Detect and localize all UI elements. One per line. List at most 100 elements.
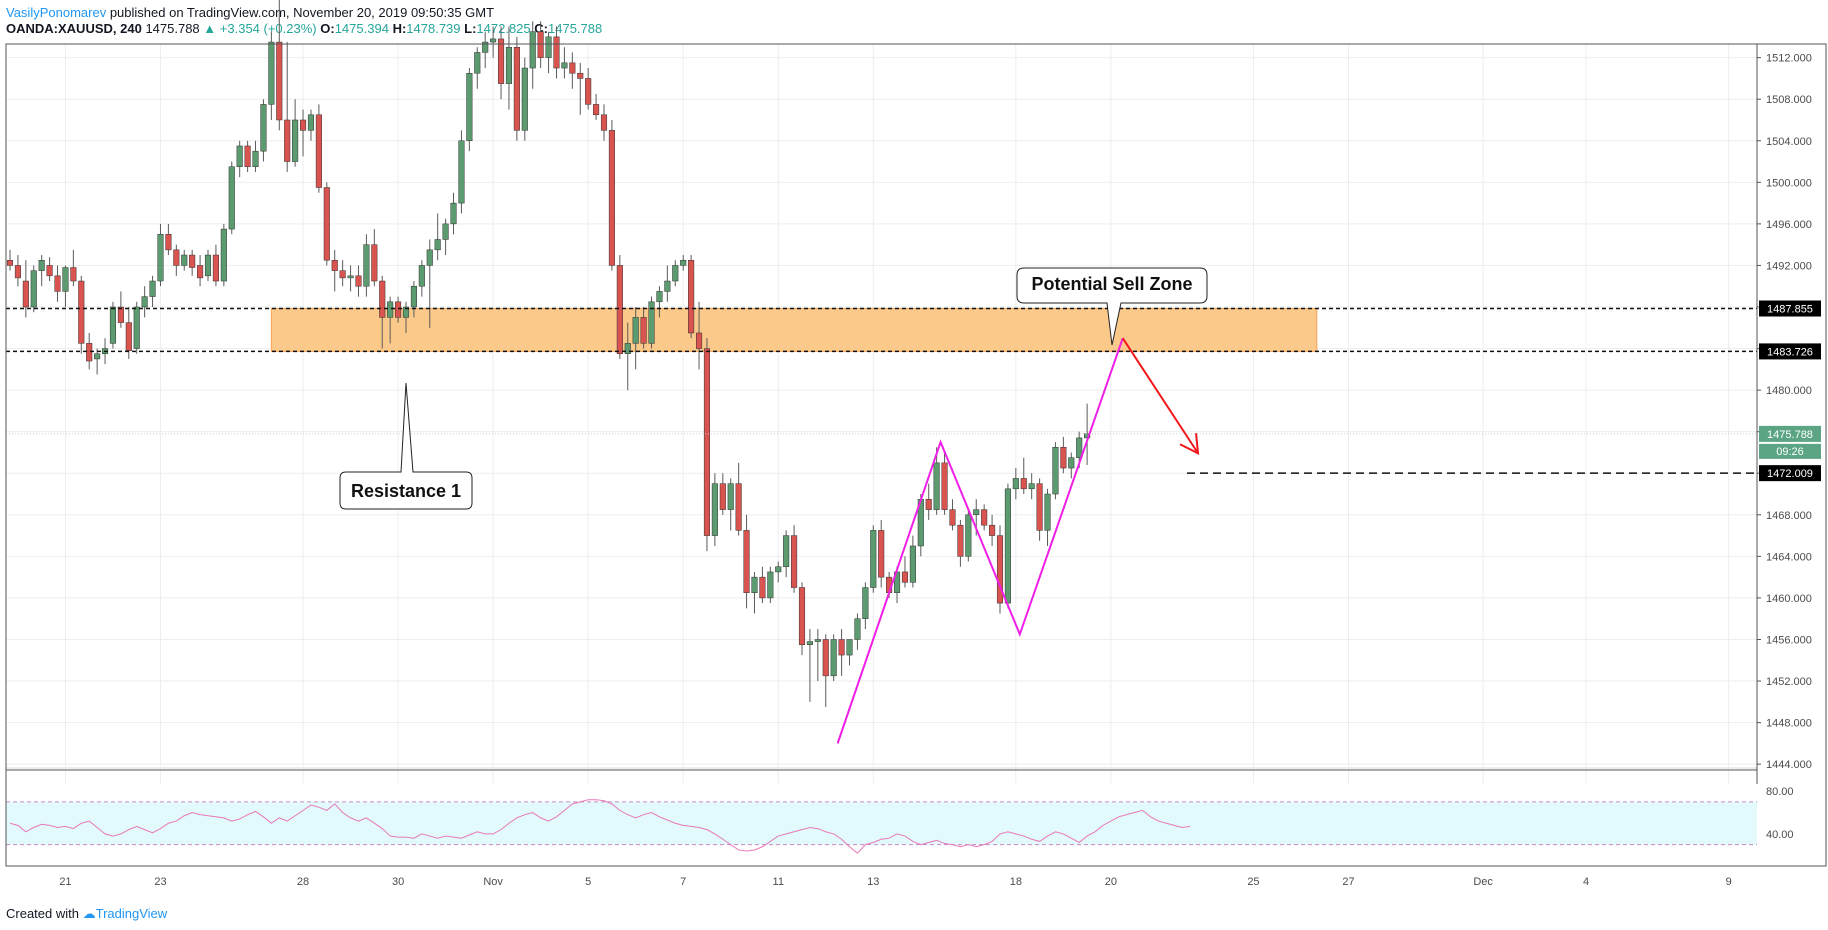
projection-arrow: [1121, 337, 1199, 454]
candle-body: [1028, 483, 1035, 490]
candle-body: [14, 265, 21, 279]
candle-body: [458, 140, 465, 204]
chart-header: VasilyPonomarev published on TradingView…: [0, 0, 1828, 40]
candle-body: [228, 166, 235, 230]
candle-body: [577, 72, 584, 79]
candle-body: [315, 114, 322, 188]
author-link[interactable]: VasilyPonomarev: [6, 5, 107, 20]
candle-body: [561, 62, 568, 69]
time-tick-label: 27: [1342, 876, 1354, 888]
candle-body: [22, 280, 29, 308]
candle-body: [434, 239, 441, 251]
candle-body: [743, 530, 750, 593]
candle-body: [672, 265, 679, 282]
price-tick-label: 1468.000: [1766, 510, 1812, 522]
rsi-line: [9, 799, 1191, 854]
candle-body: [949, 509, 956, 526]
price-tick-label: 1480.000: [1766, 385, 1812, 397]
candle-body: [292, 119, 299, 162]
candle-body: [545, 36, 552, 58]
candle-body: [347, 275, 354, 279]
candle-body: [822, 639, 829, 677]
price-tick-label: 1448.000: [1766, 718, 1812, 730]
candle-body: [981, 509, 988, 526]
candle-body: [735, 483, 742, 531]
level-badge-bg: [1759, 465, 1821, 482]
candle-body: [996, 535, 1004, 604]
symbol-label[interactable]: OANDA:XAUUSD, 240: [6, 21, 142, 36]
candle-body: [648, 301, 655, 344]
time-tick-label: 13: [867, 876, 879, 888]
candle-body: [585, 78, 592, 105]
rsi-tick-label: 40.00: [1766, 829, 1794, 841]
candle-body: [933, 462, 940, 510]
candle-body: [323, 187, 330, 261]
candle-body: [719, 483, 726, 510]
candle-body: [791, 535, 798, 588]
outer-frame: [5, 43, 1827, 867]
candle-body: [965, 514, 972, 557]
candle-body: [1076, 437, 1083, 458]
level-badge-label: 1487.855: [1767, 304, 1813, 316]
candle-body: [870, 530, 877, 588]
time-tick-label: 7: [680, 876, 686, 888]
candle-body: [1012, 478, 1019, 490]
candle-body: [529, 31, 536, 69]
candle-body: [695, 332, 703, 349]
candle-body: [688, 259, 695, 334]
level-badge-bg: [1759, 343, 1821, 360]
brand-link[interactable]: TradingView: [95, 906, 168, 921]
price-tick-label: 1504.000: [1766, 136, 1812, 148]
candle-body: [600, 114, 608, 131]
zigzag-pattern: [836, 337, 1124, 744]
candle-body: [703, 348, 711, 536]
candle-body: [656, 291, 663, 303]
candle-body: [268, 41, 275, 105]
low-value: 1472.825: [476, 21, 531, 36]
candle-body: [197, 265, 204, 279]
callout-box: [339, 382, 473, 510]
candle-body: [339, 270, 346, 279]
candle-body: [1060, 447, 1067, 469]
candle-body: [553, 36, 560, 69]
candle-body: [204, 254, 212, 277]
callout-sell-zone: Potential Sell Zone: [1016, 267, 1208, 346]
candle-body: [830, 639, 837, 677]
price-change: ▲ +3.354 (+0.23%): [203, 21, 317, 36]
candle-body: [711, 483, 718, 536]
candle-body: [236, 145, 243, 167]
candle-body: [371, 244, 378, 282]
last-price-badge-bg: [1759, 425, 1821, 442]
candle-body: [410, 285, 417, 308]
footer: Created with ☁TradingView: [6, 906, 167, 922]
candle-body: [6, 259, 14, 266]
candle-body: [426, 249, 433, 266]
candle-body: [157, 234, 164, 282]
candle-body: [30, 270, 37, 308]
candle-body: [632, 317, 639, 344]
candle-body: [54, 275, 61, 292]
candle-body: [62, 267, 69, 292]
last-price-badge-label: 1475.788: [1767, 429, 1813, 441]
candle-body: [189, 254, 196, 268]
candle-body: [133, 306, 140, 349]
high-value: 1478.739: [406, 21, 461, 36]
candle-body: [616, 265, 623, 355]
candle-body: [149, 280, 156, 297]
candle-body: [379, 280, 386, 318]
price-tick-label: 1496.000: [1766, 219, 1812, 231]
candle-body: [925, 498, 932, 510]
rsi-tick-label: 80.00: [1766, 786, 1794, 798]
candle-body: [862, 587, 869, 619]
candle-body: [117, 306, 124, 323]
candle-body: [363, 244, 370, 287]
candle-body: [814, 639, 821, 642]
price-tick-label: 1508.000: [1766, 94, 1812, 106]
candle-body: [181, 254, 188, 266]
arrow-head-icon: [1179, 433, 1200, 455]
annotation-text: Resistance 1: [351, 481, 461, 501]
high-label: H:: [392, 21, 407, 36]
price-tick-label: 1460.000: [1766, 593, 1812, 605]
price-tick-label: 1500.000: [1766, 177, 1812, 189]
